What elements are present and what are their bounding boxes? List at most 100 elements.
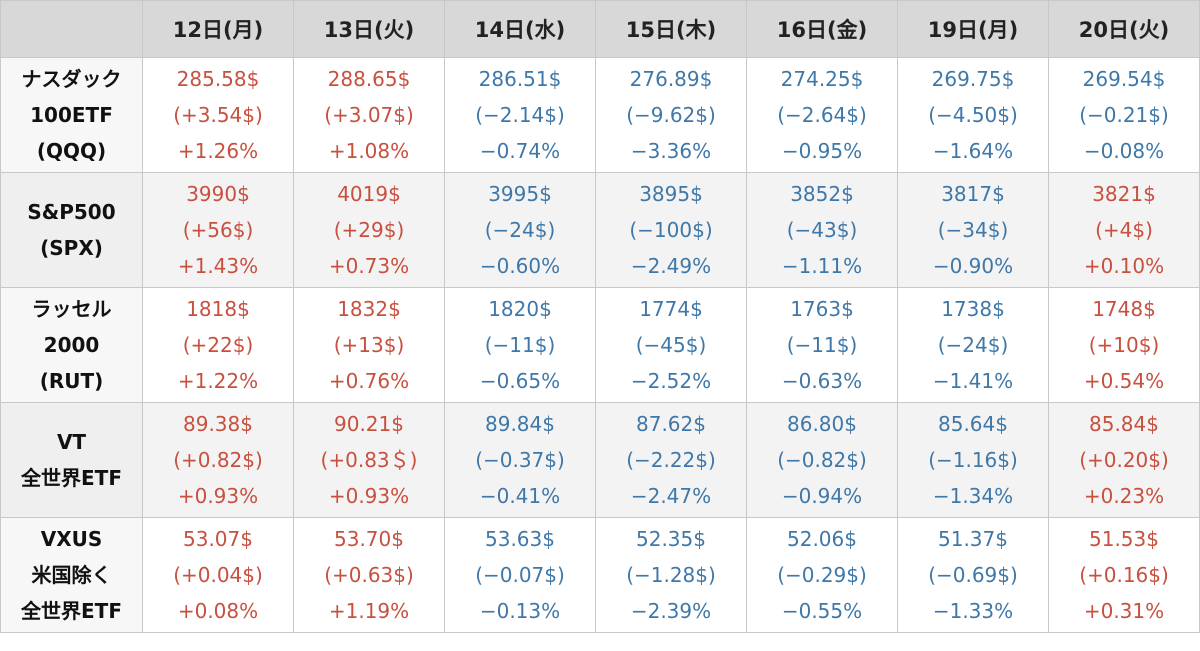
index-name-label: VT 全世界ETF	[0, 402, 143, 518]
price-cell: 269.75$ (−4.50$) −1.64%	[897, 57, 1049, 173]
index-name-line: ラッセル	[31, 297, 112, 321]
change-value: (−43$)	[786, 218, 858, 242]
change-value: (+4$)	[1095, 218, 1153, 242]
change-value: (+22$)	[182, 333, 254, 357]
price-cell: 1820$ (−11$) −0.65%	[444, 287, 596, 403]
percent-change: +0.93%	[177, 484, 259, 508]
price-value: 52.06$	[787, 527, 857, 551]
price-cell: 274.25$ (−2.64$) −0.95%	[746, 57, 898, 173]
percent-change: +1.26%	[177, 139, 259, 163]
price-cell: 1738$ (−24$) −1.41%	[897, 287, 1049, 403]
price-cell: 269.54$ (−0.21$) −0.08%	[1048, 57, 1200, 173]
price-cell: 4019$ (+29$) +0.73%	[293, 172, 445, 288]
percent-change: −2.49%	[630, 254, 712, 278]
price-cell: 53.70$ (+0.63$) +1.19%	[293, 517, 445, 633]
price-cell: 1832$ (+13$) +0.76%	[293, 287, 445, 403]
change-value: (−1.28$)	[626, 563, 716, 587]
index-name-line: VT	[56, 430, 87, 454]
price-cell: 1748$ (+10$) +0.54%	[1048, 287, 1200, 403]
percent-change: +0.73%	[328, 254, 410, 278]
price-cell: 3990$ (+56$) +1.43%	[142, 172, 294, 288]
change-value: (−0.07$)	[475, 563, 565, 587]
price-value: 3895$	[639, 182, 703, 206]
percent-change: +1.19%	[328, 599, 410, 623]
change-value: (+0.82$)	[173, 448, 263, 472]
price-cell: 85.84$ (+0.20$) +0.23%	[1048, 402, 1200, 518]
change-value: (+0.16$)	[1079, 563, 1169, 587]
change-value: (−2.22$)	[626, 448, 716, 472]
price-value: 53.07$	[183, 527, 253, 551]
price-value: 1818$	[186, 297, 250, 321]
change-value: (+56$)	[182, 218, 254, 242]
change-value: (+3.07$)	[324, 103, 414, 127]
percent-change: −0.63%	[781, 369, 863, 393]
change-value: (+0.20$)	[1079, 448, 1169, 472]
price-cell: 1774$ (−45$) −2.52%	[595, 287, 747, 403]
percent-change: −0.41%	[479, 484, 561, 508]
header-row: 12日(月) 13日(火) 14日(水) 15日(木) 16日(金) 19日(月…	[0, 0, 1200, 58]
percent-change: −3.36%	[630, 139, 712, 163]
percent-change: −1.64%	[932, 139, 1014, 163]
price-value: 90.21$	[334, 412, 404, 436]
change-value: (+0.63$)	[324, 563, 414, 587]
price-value: 1820$	[488, 297, 552, 321]
change-value: (+10$)	[1088, 333, 1160, 357]
index-name-line: 100ETF	[30, 103, 113, 127]
percent-change: +0.93%	[328, 484, 410, 508]
price-cell: 52.06$ (−0.29$) −0.55%	[746, 517, 898, 633]
price-value: 276.89$	[629, 67, 713, 91]
percent-change: −1.11%	[781, 254, 863, 278]
price-value: 51.37$	[938, 527, 1008, 551]
percent-change: −0.94%	[781, 484, 863, 508]
price-value: 3995$	[488, 182, 552, 206]
percent-change: −0.08%	[1083, 139, 1165, 163]
index-name-label: ナスダック 100ETF (QQQ)	[0, 57, 143, 173]
price-cell: 286.51$ (−2.14$) −0.74%	[444, 57, 596, 173]
price-cell: 276.89$ (−9.62$) −3.36%	[595, 57, 747, 173]
change-value: (+29$)	[333, 218, 405, 242]
table-row: VT 全世界ETF 89.38$ (+0.82$) +0.93% 90.21$ (+0.83…	[0, 402, 1200, 518]
change-value: (−0.21$)	[1079, 103, 1169, 127]
percent-change: −0.74%	[479, 139, 561, 163]
price-cell: 3852$ (−43$) −1.11%	[746, 172, 898, 288]
change-value: (−4.50$)	[928, 103, 1018, 127]
percent-change: −0.60%	[479, 254, 561, 278]
price-value: 3990$	[186, 182, 250, 206]
price-value: 286.51$	[478, 67, 562, 91]
change-value: (−24$)	[937, 333, 1009, 357]
percent-change: −0.65%	[479, 369, 561, 393]
percent-change: −1.41%	[932, 369, 1014, 393]
price-cell: 89.84$ (−0.37$) −0.41%	[444, 402, 596, 518]
change-value: (−9.62$)	[626, 103, 716, 127]
change-value: (−34$)	[937, 218, 1009, 242]
change-value: (−0.29$)	[777, 563, 867, 587]
percent-change: −2.39%	[630, 599, 712, 623]
index-name-line: 全世界ETF	[21, 466, 122, 490]
price-value: 86.80$	[787, 412, 857, 436]
change-value: (−0.37$)	[475, 448, 565, 472]
price-cell: 85.64$ (−1.16$) −1.34%	[897, 402, 1049, 518]
index-name-line: VXUS	[40, 527, 103, 551]
percent-change: +0.31%	[1083, 599, 1165, 623]
price-cell: 53.63$ (−0.07$) −0.13%	[444, 517, 596, 633]
table-row: ナスダック 100ETF (QQQ) 285.58$ (+3.54$) +1.26% 288…	[0, 57, 1200, 173]
price-value: 4019$	[337, 182, 401, 206]
price-value: 53.63$	[485, 527, 555, 551]
date-header: 12日(月)	[142, 0, 294, 58]
price-value: 1832$	[337, 297, 401, 321]
price-cell: 89.38$ (+0.82$) +0.93%	[142, 402, 294, 518]
price-cell: 3817$ (−34$) −0.90%	[897, 172, 1049, 288]
percent-change: +0.10%	[1083, 254, 1165, 278]
change-value: (−11$)	[786, 333, 858, 357]
index-name-label: ラッセル 2000 (RUT)	[0, 287, 143, 403]
date-header: 13日(火)	[293, 0, 445, 58]
change-value: (−0.82$)	[777, 448, 867, 472]
percent-change: −1.33%	[932, 599, 1014, 623]
percent-change: −0.13%	[479, 599, 561, 623]
price-value: 1763$	[790, 297, 854, 321]
table-row: S&P500 (SPX) 3990$ (+56$) +1.43% 4019$ (+29$) +…	[0, 172, 1200, 288]
change-value: (+13$)	[333, 333, 405, 357]
percent-change: +1.22%	[177, 369, 259, 393]
percent-change: −2.47%	[630, 484, 712, 508]
change-value: (−2.14$)	[475, 103, 565, 127]
